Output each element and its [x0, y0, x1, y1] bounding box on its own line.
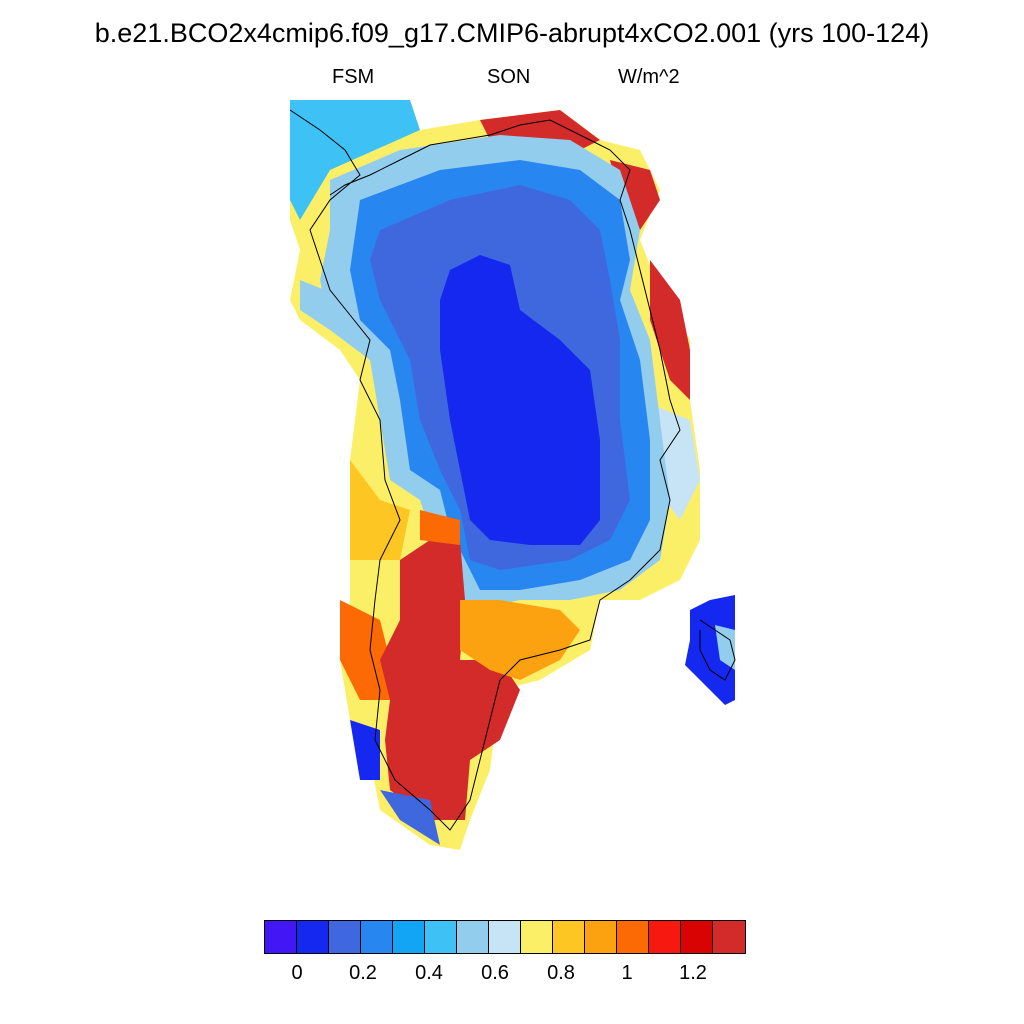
- variable-label: FSM: [332, 66, 375, 88]
- colorbar-box: [521, 921, 553, 953]
- colorbar: [264, 920, 746, 954]
- colorbar-tick-label: 1: [621, 962, 633, 984]
- plot-title: b.e21.BCO2x4cmip6.f09_g17.CMIP6-abrupt4x…: [94, 18, 930, 48]
- colorbar-tick-label: 0.8: [547, 962, 575, 984]
- units-label: W/m^2: [618, 66, 680, 88]
- colorbar-box: [329, 921, 361, 953]
- map-southwest-lobe: [350, 510, 580, 845]
- colorbar-box: [393, 921, 425, 953]
- colorbar-box: [617, 921, 649, 953]
- colorbar-box: [713, 921, 745, 953]
- colorbar-box: [425, 921, 457, 953]
- colorbar-tick-label: 0: [291, 962, 303, 984]
- colorbar-tick-label: 0.6: [481, 962, 509, 984]
- colorbar-box: [361, 921, 393, 953]
- colorbar-box: [489, 921, 521, 953]
- colorbar-tick-label: 0.2: [349, 962, 377, 984]
- season-label: SON: [487, 66, 531, 88]
- colorbar-tick-label: 0.4: [415, 962, 443, 984]
- colorbar-box: [553, 921, 585, 953]
- colorbar-box: [457, 921, 489, 953]
- colorbar-box: [297, 921, 329, 953]
- colorbar-box: [265, 921, 297, 953]
- map-interior-core: [440, 255, 600, 545]
- colorbar-box: [585, 921, 617, 953]
- map-iceland: [685, 595, 735, 705]
- colorbar-box: [649, 921, 681, 953]
- colorbar-box: [681, 921, 713, 953]
- colorbar-tick-label: 1.2: [679, 962, 707, 984]
- map-coastline: [289, 109, 736, 831]
